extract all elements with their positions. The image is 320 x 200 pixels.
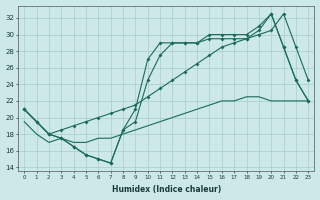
X-axis label: Humidex (Indice chaleur): Humidex (Indice chaleur)	[112, 185, 221, 194]
